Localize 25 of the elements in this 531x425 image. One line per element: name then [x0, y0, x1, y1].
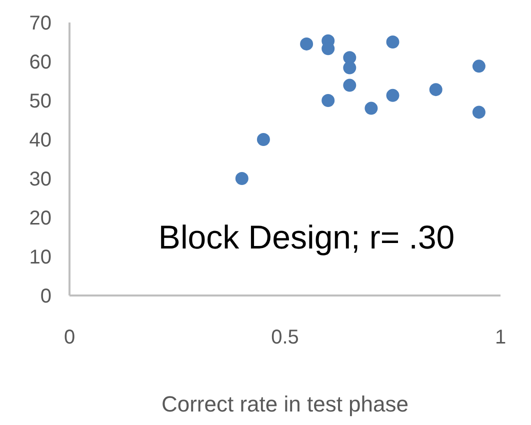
point [343, 78, 356, 92]
x-tick-label: 0.5 [271, 326, 299, 348]
y-tick-label: 10 [29, 246, 52, 268]
annotation: Block Design; r= .30 [158, 218, 455, 256]
point [235, 172, 248, 185]
x-axis-title: Correct rate in test phase [161, 392, 409, 416]
y-tick-label: 30 [29, 168, 52, 190]
point [300, 37, 314, 50]
point [364, 102, 378, 115]
x-tick-label: 1 [494, 326, 506, 348]
y-tick-label: 0 [40, 286, 52, 308]
y-tick-label: 20 [29, 208, 52, 230]
x-tick-label: 0 [64, 326, 76, 348]
y-tick-label: 40 [29, 130, 52, 152]
point [386, 36, 400, 48]
point [472, 60, 486, 73]
point [256, 133, 270, 146]
y-tick-label: 60 [29, 52, 52, 74]
point [386, 88, 400, 102]
point [343, 61, 356, 74]
y-tick-label: 70 [29, 12, 52, 34]
y-tick-label: 50 [29, 90, 52, 112]
point [472, 106, 486, 119]
point [429, 83, 442, 96]
point [322, 94, 335, 107]
